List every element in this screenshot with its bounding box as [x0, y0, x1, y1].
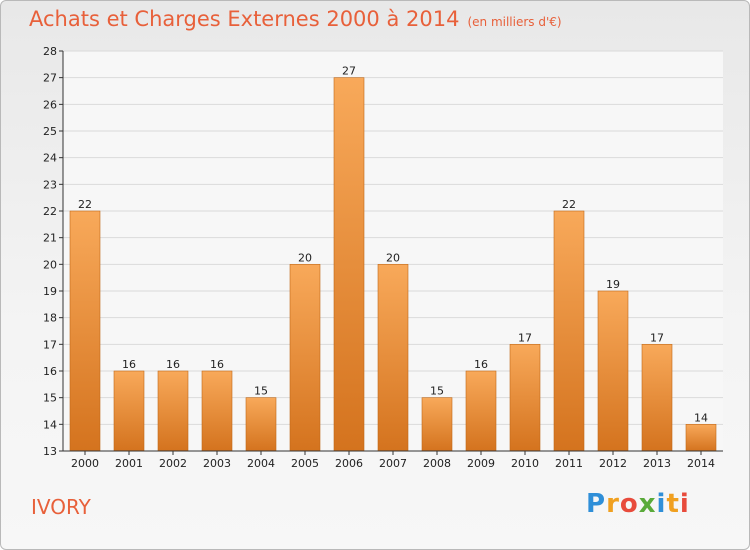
- y-tick-label: 22: [43, 205, 57, 218]
- x-tick-label-2005: 2005: [291, 457, 319, 470]
- y-tick-label: 20: [43, 258, 57, 271]
- logo-letter: P: [586, 489, 607, 519]
- x-tick-label-2011: 2011: [555, 457, 583, 470]
- logo-letter: t: [666, 489, 680, 519]
- bar-2008: [421, 397, 453, 452]
- y-tick-label: 19: [43, 285, 57, 298]
- data-label-2008: 15: [430, 385, 444, 398]
- chart-subtitle: (en milliers d'€): [467, 15, 562, 29]
- y-tick-label: 18: [43, 312, 57, 325]
- bar-2004: [245, 397, 277, 452]
- x-tick-label-2009: 2009: [467, 457, 495, 470]
- data-label-2010: 17: [518, 331, 532, 344]
- data-label-2005: 20: [298, 251, 312, 264]
- bar-2012: [597, 290, 629, 452]
- bar-2013: [641, 344, 673, 452]
- y-tick-label: 25: [43, 125, 57, 138]
- data-label-2007: 20: [386, 251, 400, 264]
- bar-2011: [553, 210, 585, 452]
- logo-letter: x: [638, 489, 657, 519]
- x-tick-label-2001: 2001: [115, 457, 143, 470]
- bar-2005: [289, 264, 321, 452]
- x-tick-label-2010: 2010: [511, 457, 539, 470]
- bar-2006: [333, 77, 365, 452]
- bar-2010: [509, 344, 541, 452]
- x-tick-label-2013: 2013: [643, 457, 671, 470]
- bar-2000: [69, 210, 101, 452]
- y-tick-label: 17: [43, 338, 57, 351]
- data-label-2014: 14: [694, 411, 708, 424]
- data-label-2004: 15: [254, 385, 268, 398]
- data-label-2000: 22: [78, 198, 92, 211]
- y-tick-label: 26: [43, 98, 57, 111]
- bar-2003: [201, 370, 233, 452]
- x-tick-label-2003: 2003: [203, 457, 231, 470]
- x-tick-label-2012: 2012: [599, 457, 627, 470]
- bar-2014: [685, 424, 717, 452]
- y-tick-label: 27: [43, 72, 57, 85]
- bar-2001: [113, 370, 145, 452]
- data-label-2009: 16: [474, 358, 488, 371]
- y-tick-label: 24: [43, 152, 57, 165]
- data-label-2006: 27: [342, 65, 356, 78]
- x-tick-label-2007: 2007: [379, 457, 407, 470]
- proxiti-logo: Proxiti: [586, 489, 690, 519]
- x-tick-label-2004: 2004: [247, 457, 275, 470]
- y-tick-label: 14: [43, 418, 57, 431]
- x-tick-label-2002: 2002: [159, 457, 187, 470]
- x-tick-label-2008: 2008: [423, 457, 451, 470]
- y-tick-label: 15: [43, 392, 57, 405]
- x-tick-label-2006: 2006: [335, 457, 363, 470]
- chart-title: Achats et Charges Externes 2000 à 2014 (e…: [29, 7, 562, 31]
- title-text: Achats et Charges Externes 2000 à 2014: [29, 7, 460, 31]
- logo-letter: o: [619, 489, 639, 519]
- data-label-2003: 16: [210, 358, 224, 371]
- x-tick-label-2000: 2000: [71, 457, 99, 470]
- bar-2002: [157, 370, 189, 452]
- y-tick-label: 21: [43, 232, 57, 245]
- y-tick-label: 23: [43, 178, 57, 191]
- data-label-2002: 16: [166, 358, 180, 371]
- location-label: IVORY: [31, 495, 91, 519]
- bar-2009: [465, 370, 497, 452]
- bar-2007: [377, 264, 409, 452]
- y-tick-label: 28: [43, 45, 57, 58]
- data-label-2001: 16: [122, 358, 136, 371]
- data-label-2011: 22: [562, 198, 576, 211]
- logo-letter: i: [679, 489, 690, 519]
- logo-letter: i: [656, 489, 667, 519]
- data-label-2012: 19: [606, 278, 620, 291]
- y-tick-label: 16: [43, 365, 57, 378]
- data-label-2013: 17: [650, 331, 664, 344]
- x-tick-label-2014: 2014: [687, 457, 715, 470]
- logo-letter: r: [606, 489, 620, 519]
- y-tick-label: 13: [43, 445, 57, 458]
